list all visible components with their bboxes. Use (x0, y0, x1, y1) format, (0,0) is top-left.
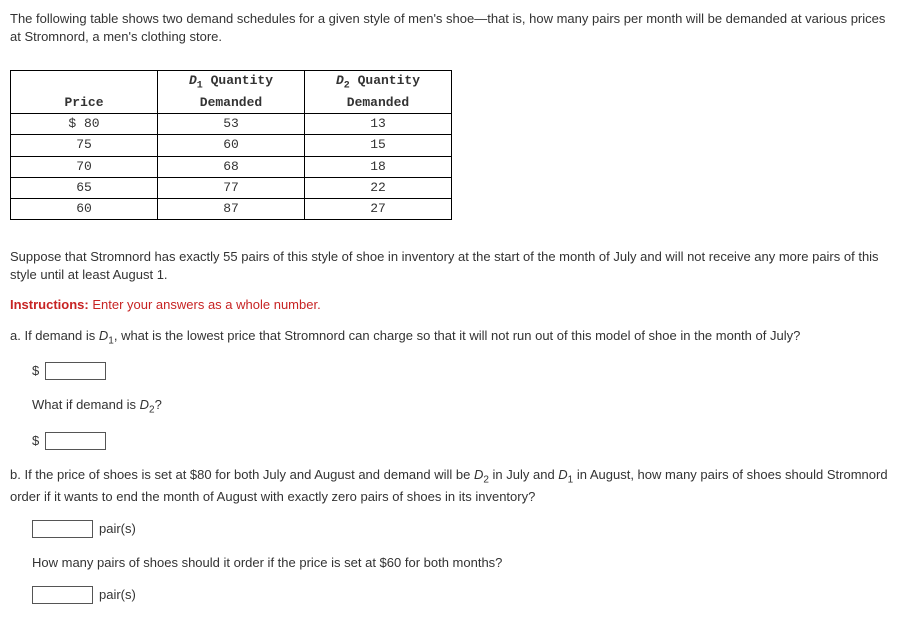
answer-b2-input[interactable] (32, 586, 93, 604)
demand-table: Price D1 Quantity Demanded D2 Quantity D… (10, 70, 452, 220)
dollar-label: $ (32, 362, 39, 380)
dollar-label-2: $ (32, 432, 39, 450)
question-a: a. If demand is D1, what is the lowest p… (10, 327, 890, 349)
table-row: 657722 (11, 177, 452, 198)
table-row: $ 805313 (11, 114, 452, 135)
table-body: $ 805313756015706818657722608727 (11, 114, 452, 220)
table-row: 706818 (11, 156, 452, 177)
answer-a2-input[interactable] (45, 432, 106, 450)
answer-b2-line: pair(s) (32, 586, 890, 604)
question-b: b. If the price of shoes is set at $80 f… (10, 466, 890, 506)
header-price: Price (11, 71, 158, 114)
question-b2: How many pairs of shoes should it order … (32, 554, 890, 572)
header-d1: D1 Quantity Demanded (158, 71, 305, 114)
question-a2: What if demand is D2? (32, 396, 890, 418)
answer-b1-input[interactable] (32, 520, 93, 538)
intro-text: The following table shows two demand sch… (10, 10, 890, 46)
paragraph-2: Suppose that Stromnord has exactly 55 pa… (10, 248, 890, 284)
answer-a1-input[interactable] (45, 362, 106, 380)
answer-b1-line: pair(s) (32, 520, 890, 538)
table-row: 756015 (11, 135, 452, 156)
table-row: 608727 (11, 198, 452, 219)
pairs-label-2: pair(s) (99, 586, 136, 604)
answer-a1-line: $ (32, 362, 890, 380)
instructions: Instructions: Enter your answers as a wh… (10, 296, 890, 314)
pairs-label-1: pair(s) (99, 520, 136, 538)
answer-a2-line: $ (32, 432, 890, 450)
header-d2: D2 Quantity Demanded (305, 71, 452, 114)
